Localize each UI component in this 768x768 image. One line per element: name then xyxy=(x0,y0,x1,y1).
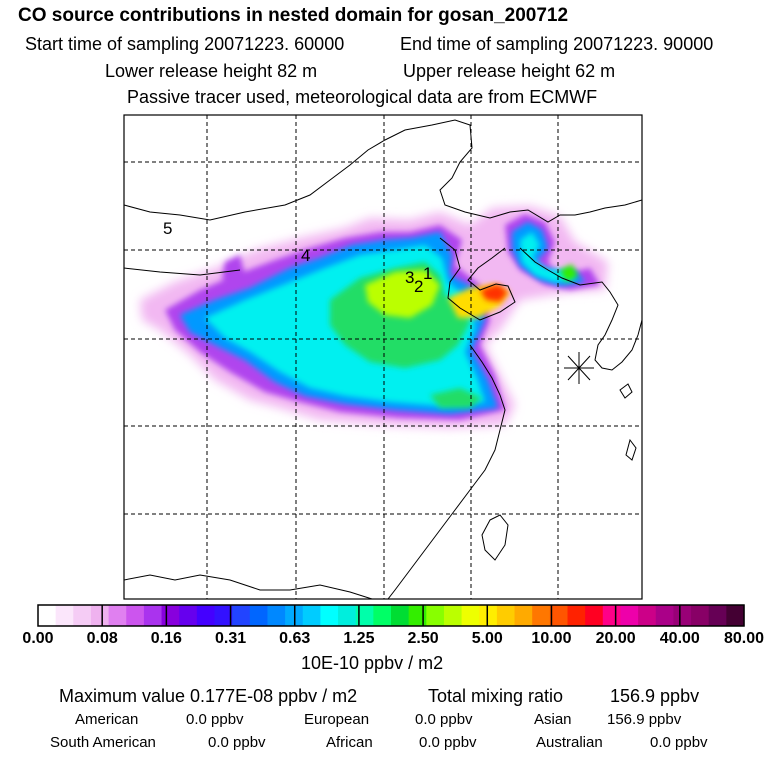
colorbar-tick-label: 0.08 xyxy=(86,630,118,647)
colorbar-cell xyxy=(602,605,622,626)
tracer-note: Passive tracer used, meteorological data… xyxy=(127,87,598,107)
asian-value: 156.9 ppbv xyxy=(607,711,682,728)
colorbar-unit: 10E-10 ppbv / m2 xyxy=(301,653,444,673)
colorbar-cell xyxy=(585,605,604,626)
colorbar-cell xyxy=(355,605,374,626)
colorbar-tick-label: 5.00 xyxy=(471,630,503,647)
end-time-label: End time of sampling 20071223. 90000 xyxy=(400,34,714,54)
concentration-field xyxy=(124,115,642,599)
south-american-label: South American xyxy=(50,734,156,751)
cluster-label-2: 2 xyxy=(414,277,423,296)
colorbar-cell xyxy=(567,605,586,626)
colorbar-cell xyxy=(691,605,710,626)
total-mixing-value: 156.9 ppbv xyxy=(610,686,700,706)
colorbar-tick-label: 20.00 xyxy=(595,630,636,647)
colorbar-cells xyxy=(38,605,745,626)
colorbar-tick-label: 80.00 xyxy=(723,630,764,647)
colorbar-cell xyxy=(38,605,57,626)
colorbar-cell xyxy=(708,605,727,626)
colorbar-cell xyxy=(90,605,110,626)
colorbar-cell xyxy=(443,605,463,626)
colorbar-cell xyxy=(73,605,92,626)
colorbar-cell xyxy=(161,605,180,626)
plot-title: CO source contributions in nested domain… xyxy=(18,5,569,26)
colorbar-tick-label: 0.16 xyxy=(150,630,182,647)
coastlines xyxy=(124,119,642,599)
american-value: 0.0 ppbv xyxy=(186,711,244,728)
colorbar-cell xyxy=(673,605,692,626)
start-time-label: Start time of sampling 20071223. 60000 xyxy=(25,34,345,54)
colorbar-ticks xyxy=(101,605,681,626)
map-panel: 5 4 3 1 2 xyxy=(123,114,643,600)
colorbar-cell xyxy=(55,605,74,626)
receptor-star-icon xyxy=(564,352,594,384)
asian-label: Asian xyxy=(534,711,572,728)
colorbar-cell xyxy=(408,605,427,626)
colorbar-cell xyxy=(655,605,674,626)
colorbar-cell xyxy=(320,605,339,626)
colorbar-cell xyxy=(143,605,163,626)
colorbar-cell xyxy=(479,605,498,626)
colorbar-cell xyxy=(532,605,551,626)
colorbar-tick-label: 0.63 xyxy=(279,630,311,647)
lower-release-label: Lower release height 82 m xyxy=(105,61,318,81)
colorbar-tick-label: 1.25 xyxy=(343,630,375,647)
cluster-label-5: 5 xyxy=(163,219,172,238)
colorbar-cell xyxy=(302,605,321,626)
colorbar-cell xyxy=(426,605,445,626)
colorbar-cell xyxy=(391,605,410,626)
colorbar-cell xyxy=(338,605,357,626)
european-label: European xyxy=(304,711,370,728)
colorbar-cell xyxy=(249,605,269,626)
cluster-label-1: 1 xyxy=(423,264,432,283)
colorbar-cell xyxy=(373,605,392,626)
colorbar-cell xyxy=(179,605,198,626)
south-american-value: 0.0 ppbv xyxy=(208,734,266,751)
colorbar-cell xyxy=(214,605,233,626)
colorbar-cell xyxy=(461,605,480,626)
colorbar-cell xyxy=(514,605,533,626)
colorbar-tick-label: 40.00 xyxy=(659,630,700,647)
colorbar-tick-label: 0.31 xyxy=(214,630,247,647)
plume-level-red xyxy=(480,284,508,302)
map-frame xyxy=(123,114,643,600)
colorbar-cell xyxy=(196,605,216,626)
australian-value: 0.0 ppbv xyxy=(650,734,708,751)
colorbar-cell xyxy=(549,605,569,626)
african-label: African xyxy=(326,734,373,751)
lat-lon-grid xyxy=(124,115,642,599)
colorbar-tick-label: 0.00 xyxy=(22,630,54,647)
african-value: 0.0 ppbv xyxy=(419,734,477,751)
colorbar-tick-label: 10.00 xyxy=(531,630,572,647)
colorbar-cell xyxy=(267,605,286,626)
cluster-label-3: 3 xyxy=(405,268,414,287)
colorbar-tick-label: 2.50 xyxy=(407,630,439,647)
colorbar-frame xyxy=(37,604,745,627)
cluster-label-4: 4 xyxy=(301,246,310,265)
colorbar-cell xyxy=(620,605,639,626)
australian-label: Australian xyxy=(536,734,603,751)
european-value: 0.0 ppbv xyxy=(415,711,473,728)
colorbar-cell xyxy=(726,605,745,626)
total-mixing-label: Total mixing ratio xyxy=(428,686,564,706)
colorbar-cell xyxy=(108,605,127,626)
max-value-label: Maximum value 0.177E-08 ppbv / m2 xyxy=(59,686,358,706)
colorbar-cell xyxy=(638,605,657,626)
colorbar xyxy=(37,604,745,627)
upper-release-label: Upper release height 62 m xyxy=(403,61,616,81)
american-label: American xyxy=(75,711,139,728)
colorbar-cell xyxy=(126,605,145,626)
colorbar-cell xyxy=(232,605,251,626)
colorbar-cell xyxy=(496,605,516,626)
